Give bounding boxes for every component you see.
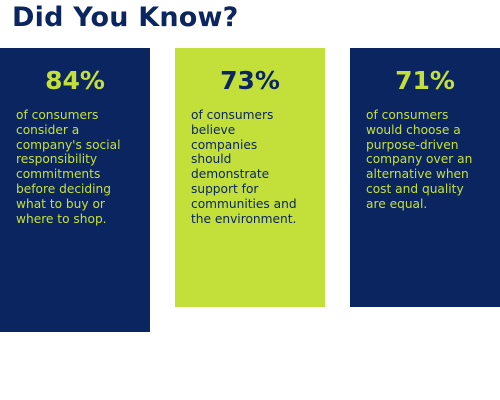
stat-description: responsibility	[16, 152, 98, 167]
stat-description: are equal.	[366, 196, 428, 211]
stat-value: 71%	[395, 66, 455, 95]
stat-description: believe	[191, 122, 236, 137]
stat-description: support for	[191, 181, 259, 196]
stat-description: would choose a	[366, 122, 461, 137]
stat-description: the environment.	[191, 211, 297, 226]
stat-description: purpose-driven	[366, 137, 459, 152]
stat-description: of consumers	[366, 108, 449, 122]
stat-description: where to shop.	[16, 211, 107, 226]
stat-description: of consumers	[191, 108, 274, 122]
stat-description: demonstrate	[191, 167, 270, 182]
stat-description: cost and quality	[366, 181, 464, 196]
stat-description: commitments	[16, 167, 101, 182]
stat-card: 73% of consumers believe companies should dem…	[175, 48, 325, 307]
stat-description: communities and	[191, 196, 297, 211]
stat-description: should	[191, 152, 232, 167]
stat-description: alternative when	[366, 167, 469, 182]
stat-description: company over an	[366, 152, 473, 167]
stat-card: 71% of consumers would choose a purpose-dri…	[350, 48, 500, 307]
stat-description: company's social	[16, 137, 121, 152]
title: Did You Know?	[12, 2, 239, 33]
stat-description: companies	[191, 137, 258, 152]
stat-description: what to buy or	[16, 196, 105, 211]
stat-description: consider a	[16, 122, 80, 137]
stat-card: 84% of consumers consider a company's socia…	[0, 48, 150, 332]
stat-value: 73%	[220, 66, 280, 95]
stat-description: before deciding	[16, 181, 112, 196]
stat-description: of consumers	[16, 108, 99, 122]
stat-value: 84%	[45, 66, 105, 95]
